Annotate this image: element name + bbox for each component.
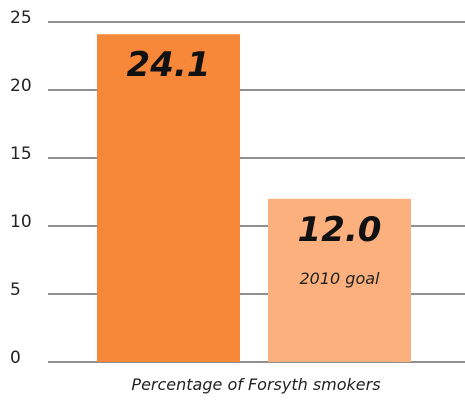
annotation: 2010 goal <box>300 269 381 288</box>
x-axis-label: Percentage of Forsyth smokers <box>131 375 380 394</box>
y-tick-label: 15 <box>10 144 32 164</box>
y-tick-label: 25 <box>10 8 32 28</box>
y-tick-label: 5 <box>10 280 21 300</box>
y-tick-label: 10 <box>10 212 32 232</box>
bar <box>268 198 411 362</box>
value-label: 24.1 <box>127 45 211 85</box>
y-tick-label: 0 <box>10 348 21 368</box>
y-tick-label: 20 <box>10 76 32 96</box>
bar <box>97 34 240 363</box>
value-label: 12.0 <box>298 210 382 250</box>
